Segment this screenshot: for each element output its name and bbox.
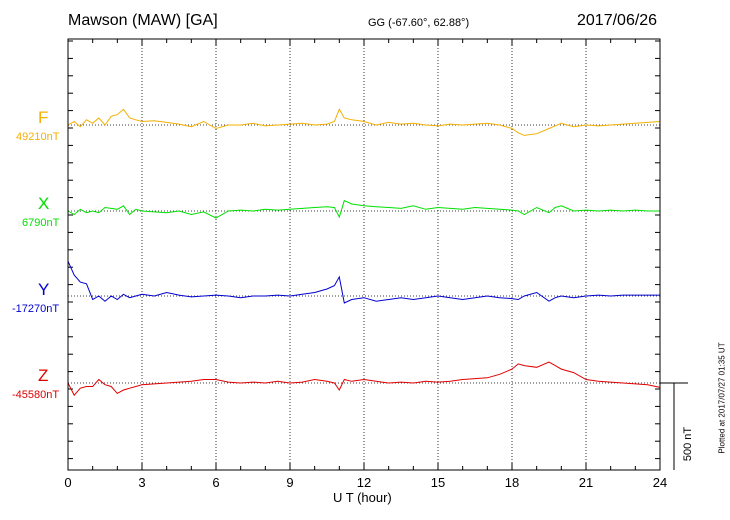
x-tick-label: 0 [64, 475, 72, 490]
station-title: Mawson (MAW) [GA] [68, 12, 218, 29]
date-label: 2017/06/26 [577, 12, 658, 29]
series-line-x [67, 199, 660, 219]
plotted-timestamp: Plotted at 2017/07/27 01:35 UT [717, 342, 727, 454]
x-tick-label: 9 [286, 475, 294, 490]
component-label-f: F [38, 108, 49, 127]
component-label-z: Z [38, 366, 49, 385]
series-line-f [67, 108, 661, 136]
baseline-value-y: -17270nT [12, 303, 60, 315]
component-label-x: X [38, 194, 50, 213]
series-line-y [67, 260, 660, 304]
coordinates-label: GG (-67.60°, 62.88°) [368, 17, 470, 29]
x-tick-label: 3 [138, 475, 146, 490]
series-layer [67, 108, 661, 397]
baseline-value-x: 6790nT [22, 217, 60, 229]
x-tick-label: 15 [430, 475, 446, 490]
x-tick-label: 18 [504, 475, 520, 490]
x-tick-label: 21 [578, 475, 594, 490]
baseline-value-f: 49210nT [16, 131, 60, 143]
x-axis-label: U T (hour) [333, 490, 392, 505]
x-tick-label: 24 [652, 475, 668, 490]
grid-layer [67, 39, 661, 470]
scale-bar-label: 500 nT [682, 426, 694, 462]
series-line-z [67, 361, 661, 397]
baseline-value-z: -45580nT [12, 389, 60, 401]
plot-frame [67, 38, 661, 471]
component-label-y: Y [38, 280, 50, 299]
x-tick-label: 12 [356, 475, 372, 490]
x-tick-label: 6 [212, 475, 220, 490]
